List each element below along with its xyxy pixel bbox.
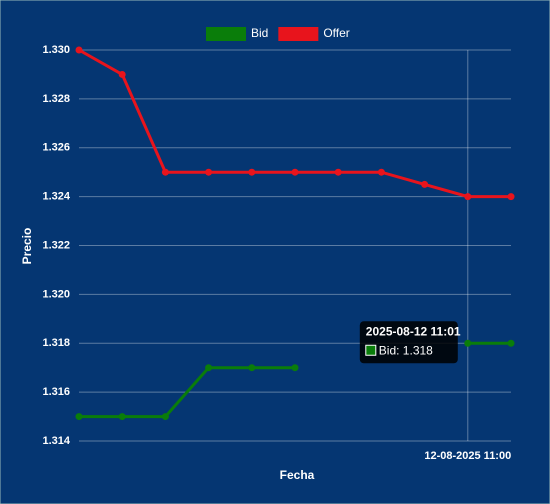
point — [75, 46, 83, 54]
point — [248, 364, 256, 372]
tooltip-box — [359, 321, 458, 364]
y-tick-label: 1.316 — [42, 386, 70, 398]
point — [161, 168, 169, 176]
point — [75, 413, 83, 421]
tooltip-swatch — [365, 344, 377, 356]
tooltip-label: Bid: 1.318 — [379, 343, 433, 357]
legend-label: Bid — [251, 26, 268, 40]
y-tick-label: 1.326 — [42, 142, 70, 154]
point — [421, 180, 429, 188]
line — [79, 366, 295, 419]
point — [205, 168, 213, 176]
point — [118, 70, 126, 78]
point — [118, 413, 126, 421]
point — [161, 413, 169, 421]
legend-label: Offer — [323, 26, 349, 40]
point — [464, 193, 472, 201]
legend-swatch — [206, 27, 246, 41]
y-tick-label: 1.318 — [42, 337, 70, 349]
y-tick-label: 1.322 — [42, 239, 70, 251]
legend-swatch — [278, 27, 319, 41]
point — [507, 339, 515, 347]
point — [205, 364, 213, 372]
x-tick-label: 12-08-2025 11:00 — [424, 450, 511, 462]
tooltip-title: 2025-08-12 11:01 — [366, 324, 461, 338]
point — [291, 364, 299, 372]
y-tick-label: 1.314 — [42, 435, 70, 447]
y-axis-title: Precio — [20, 228, 34, 265]
point — [291, 168, 299, 176]
y-tick-label: 1.330 — [42, 44, 70, 56]
x-axis-title: Fecha — [280, 468, 315, 482]
y-tick-label: 1.328 — [42, 93, 70, 105]
y-tick-label: 1.320 — [42, 288, 70, 300]
point — [464, 339, 472, 347]
point — [507, 193, 515, 201]
y-tick-label: 1.324 — [42, 191, 70, 203]
point — [377, 168, 385, 176]
point — [248, 168, 256, 176]
point — [334, 168, 342, 176]
